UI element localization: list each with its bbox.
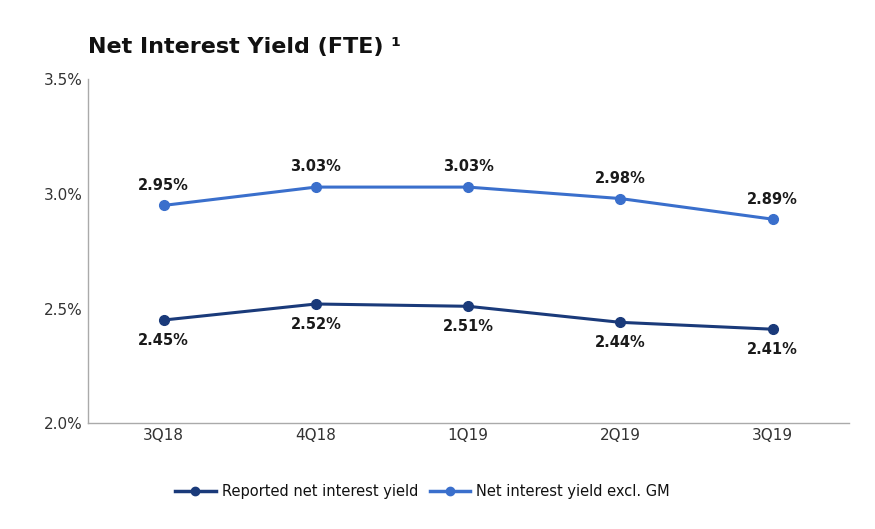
Text: Net Interest Yield (FTE) ¹: Net Interest Yield (FTE) ¹: [88, 37, 401, 57]
Net interest yield excl. GM: [311, 184, 321, 190]
Text: 2.51%: 2.51%: [443, 319, 493, 334]
Text: 2.45%: 2.45%: [138, 333, 189, 348]
Legend: Reported net interest yield, Net interest yield excl. GM: Reported net interest yield, Net interes…: [169, 479, 676, 505]
Text: 2.44%: 2.44%: [595, 335, 646, 350]
Text: 2.89%: 2.89%: [747, 191, 798, 207]
Reported net interest yield: [158, 317, 169, 323]
Reported net interest yield: [615, 319, 626, 325]
Line: Reported net interest yield: Reported net interest yield: [158, 299, 778, 334]
Net interest yield excl. GM: [158, 202, 169, 208]
Text: 2.98%: 2.98%: [595, 171, 646, 186]
Reported net interest yield: [311, 301, 321, 307]
Text: 2.52%: 2.52%: [290, 316, 341, 332]
Text: 2.95%: 2.95%: [138, 178, 189, 193]
Net interest yield excl. GM: [615, 195, 626, 202]
Line: Net interest yield excl. GM: Net interest yield excl. GM: [158, 182, 778, 224]
Text: 3.03%: 3.03%: [443, 159, 493, 175]
Text: 2.41%: 2.41%: [747, 342, 798, 357]
Reported net interest yield: [767, 326, 778, 332]
Net interest yield excl. GM: [463, 184, 473, 190]
Reported net interest yield: [463, 303, 473, 309]
Net interest yield excl. GM: [767, 216, 778, 222]
Text: 3.03%: 3.03%: [290, 159, 341, 175]
